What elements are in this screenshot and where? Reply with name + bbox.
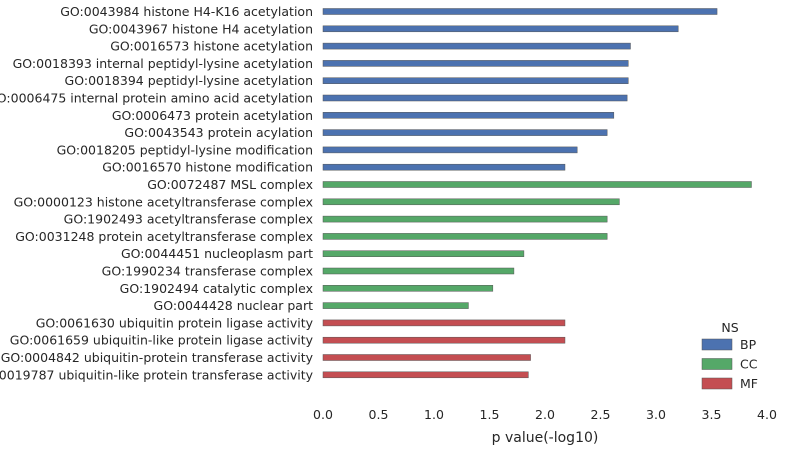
bar-mf [322,319,566,327]
bar-bp [322,25,679,33]
legend-swatch-cc [701,358,733,370]
category-label: GO:0061630 ubiquitin protein ligase acti… [36,315,314,330]
category-label: GO:0018394 peptidyl-lysine acetylation [65,73,313,88]
category-label: GO:0043543 protein acylation [124,125,313,140]
category-label: GO:0043984 histone H4-K16 acetylation [60,4,313,19]
bar-bp [322,77,629,84]
category-label: GO:0016573 histone acetylation [110,39,313,54]
x-axis-label: p value(-log10) [492,430,599,446]
legend-swatch-mf [701,377,733,390]
x-tick-label: 3.5 [702,407,722,422]
bar-cc [322,215,608,223]
bar-cc [322,302,469,309]
category-label: GO:0018393 internal peptidyl-lysine acet… [13,56,313,71]
bar-bp [322,8,718,15]
category-label: GO:0006473 protein acetylation [112,108,313,123]
bar-bp [322,163,566,171]
bar-cc [322,181,752,188]
category-label: GO:0006475 internal protein amino acid a… [0,91,313,106]
bar-mf [322,336,566,344]
category-label: GO:0044428 nuclear part [154,298,314,313]
legend-label-bp: BP [740,337,757,352]
bar-bp [322,129,608,136]
legend-title: NS [721,320,738,335]
bar-bp [322,94,628,102]
x-tick-label: 2.5 [591,407,611,422]
category-label: GO:0044451 nucleoplasm part [121,246,313,261]
bars [322,8,752,379]
bar-bp [322,112,615,119]
x-tick-label: 0.0 [313,407,333,422]
bar-cc [322,250,525,257]
bar-cc [322,233,608,240]
category-label: GO:0043967 histone H4 acetylation [89,21,313,36]
category-label: GO:0016570 histone modification [102,160,313,175]
x-tick-label: 3.0 [646,407,666,422]
legend: NS BP CC MF [701,320,758,391]
bar-bp [322,42,631,50]
category-label: GO:1902493 acetyltransferase complex [64,212,313,227]
category-label: GO:0072487 MSL complex [147,177,313,192]
bar-mf [322,354,531,361]
bar-cc [322,198,620,206]
legend-label-mf: MF [740,376,758,391]
legend-swatch-bp [701,338,733,351]
x-tick-label: 1.0 [424,407,444,422]
category-label: GO:0061659 ubiquitin-like protein ligase… [10,333,314,348]
x-tick-label: 2.0 [535,407,555,422]
legend-label-cc: CC [740,357,758,372]
category-label: GO:0004842 ubiquitin-protein transferase… [1,350,314,365]
category-label: GO:1902494 catalytic complex [120,281,313,296]
category-label: GO:0031248 protein acetyltransferase com… [15,229,313,244]
category-label: GO:0000123 histone acetyltransferase com… [14,194,313,209]
x-axis-ticks: 0.0 0.5 1.0 1.5 2.0 2.5 3.0 3.5 4.0 [313,407,777,422]
x-tick-label: 0.5 [369,407,389,422]
category-label: GO:0018205 peptidyl-lysine modification [57,142,313,157]
bar-cc [322,267,515,275]
category-label: GO:0019787 ubiquitin-like protein transf… [0,367,314,382]
bar-cc [322,285,494,292]
x-tick-label: 4.0 [757,407,777,422]
category-label: GO:1990234 transferase complex [102,264,313,279]
x-tick-label: 1.5 [480,407,500,422]
bar-bp [322,60,629,67]
bar-mf [322,371,529,379]
bar-bp [322,146,578,154]
category-labels: GO:0043984 histone H4-K16 acetylation GO:… [0,4,314,382]
